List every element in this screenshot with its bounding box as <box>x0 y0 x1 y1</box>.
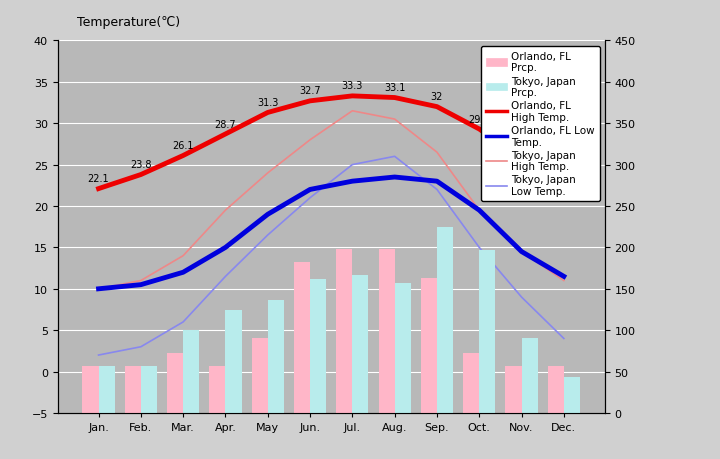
Text: 33.1: 33.1 <box>384 83 405 93</box>
Bar <box>125 366 141 413</box>
Bar <box>437 227 453 413</box>
Bar <box>463 353 480 413</box>
Bar <box>352 275 369 413</box>
Text: 29.3: 29.3 <box>469 114 490 124</box>
Text: 33.3: 33.3 <box>342 81 363 91</box>
Bar <box>336 250 352 413</box>
Text: 22.1: 22.1 <box>88 174 109 184</box>
Text: 26.1: 26.1 <box>172 141 194 151</box>
Text: 32.7: 32.7 <box>300 86 321 96</box>
Legend: Orlando, FL
Prcp., Tokyo, Japan
Prcp., Orlando, FL
High Temp., Orlando, FL Low
T: Orlando, FL Prcp., Tokyo, Japan Prcp., O… <box>480 46 600 202</box>
Bar <box>521 338 538 413</box>
Text: 23.8: 23.8 <box>130 160 152 170</box>
Bar <box>83 366 99 413</box>
Bar <box>99 366 114 413</box>
Text: Temperature(℃): Temperature(℃) <box>77 16 181 29</box>
Bar <box>310 279 326 413</box>
Bar <box>268 300 284 413</box>
Bar <box>252 338 268 413</box>
Bar <box>379 250 395 413</box>
Bar <box>183 330 199 413</box>
Bar <box>294 263 310 413</box>
Text: 23.2: 23.2 <box>574 172 596 182</box>
Text: 25.7: 25.7 <box>510 144 532 154</box>
Bar <box>395 283 410 413</box>
Bar <box>225 310 241 413</box>
Text: 28.7: 28.7 <box>215 119 236 129</box>
Bar <box>210 366 225 413</box>
Bar <box>548 366 564 413</box>
Bar <box>480 250 495 413</box>
Text: 32: 32 <box>431 92 443 102</box>
Bar <box>421 279 437 413</box>
Text: 31.3: 31.3 <box>257 98 279 108</box>
Bar <box>167 353 183 413</box>
Bar <box>564 378 580 413</box>
Bar <box>141 366 157 413</box>
Bar <box>505 366 521 413</box>
